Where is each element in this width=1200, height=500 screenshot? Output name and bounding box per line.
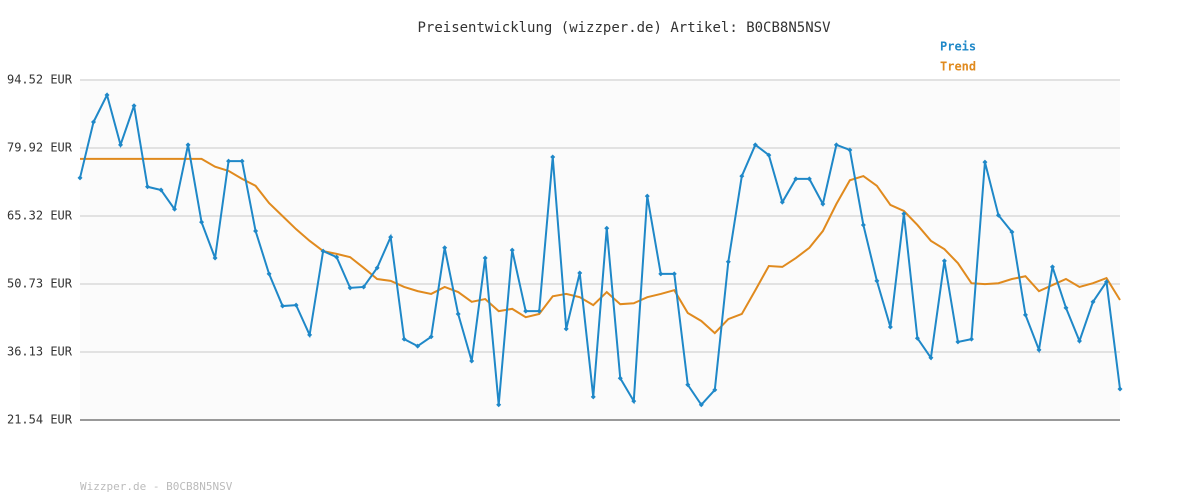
y-tick-label: 50.73 EUR <box>7 277 73 291</box>
marker <box>941 258 947 264</box>
marker <box>253 228 259 234</box>
marker <box>995 212 1001 218</box>
marker <box>1076 338 1082 344</box>
marker <box>374 265 380 271</box>
marker <box>617 375 623 381</box>
y-tick-label: 79.92 EUR <box>7 141 73 155</box>
marker <box>914 335 920 341</box>
marker <box>901 211 907 217</box>
line-0 <box>79 92 1121 407</box>
marker <box>712 387 718 393</box>
marker <box>77 175 83 181</box>
y-tick-label: 65.32 EUR <box>7 209 73 223</box>
marker <box>523 308 529 314</box>
marker <box>604 225 610 231</box>
marker <box>698 402 704 408</box>
line-1 <box>80 157 1121 335</box>
chart-title: Preisentwicklung (wizzper.de) Artikel: B… <box>417 20 831 36</box>
marker <box>442 245 448 251</box>
marker <box>266 271 272 277</box>
y-tick-label: 36.13 EUR <box>7 345 73 359</box>
marker <box>91 119 97 125</box>
marker <box>766 152 772 158</box>
marker <box>131 103 137 109</box>
marker <box>482 255 488 261</box>
marker <box>833 142 839 148</box>
marker <box>590 394 596 400</box>
marker <box>752 142 758 148</box>
plot-area <box>80 80 1120 420</box>
marker <box>361 284 367 290</box>
marker <box>1090 299 1096 305</box>
marker <box>563 326 569 332</box>
marker <box>239 158 245 164</box>
marker <box>1117 386 1123 392</box>
marker <box>982 159 988 165</box>
marker <box>212 255 218 261</box>
marker <box>1009 229 1015 235</box>
legend-entry: Preis <box>940 40 976 54</box>
marker <box>820 201 826 207</box>
marker <box>550 154 556 160</box>
marker <box>1063 305 1069 311</box>
marker <box>806 176 812 182</box>
marker <box>415 343 421 349</box>
marker <box>955 339 961 345</box>
marker <box>739 173 745 179</box>
marker <box>536 308 542 314</box>
marker <box>280 303 286 309</box>
marker <box>145 184 151 190</box>
marker <box>577 270 583 276</box>
marker <box>1022 312 1028 318</box>
marker <box>644 193 650 199</box>
marker <box>401 336 407 342</box>
marker <box>172 206 178 212</box>
marker <box>199 219 205 225</box>
marker <box>887 324 893 330</box>
marker <box>347 285 353 291</box>
marker <box>725 259 731 265</box>
marker <box>779 199 785 205</box>
marker <box>455 311 461 317</box>
marker <box>631 398 637 404</box>
marker <box>509 247 515 253</box>
marker <box>226 158 232 164</box>
marker <box>428 334 434 340</box>
marker <box>928 355 934 361</box>
marker <box>104 92 110 98</box>
y-tick-label: 94.52 EUR <box>7 73 73 87</box>
marker <box>469 358 475 364</box>
marker <box>874 278 880 284</box>
marker <box>388 234 394 240</box>
y-tick-label: 21.54 EUR <box>7 413 73 427</box>
marker <box>860 222 866 228</box>
legend-entry: Trend <box>940 60 976 74</box>
marker <box>496 402 502 408</box>
marker <box>158 187 164 193</box>
marker <box>118 142 124 148</box>
marker <box>293 302 299 308</box>
marker <box>320 248 326 254</box>
marker <box>685 382 691 388</box>
marker <box>658 271 664 277</box>
marker <box>847 147 853 153</box>
marker <box>334 254 340 260</box>
marker <box>1049 264 1055 270</box>
marker <box>307 332 313 338</box>
marker <box>1103 279 1109 285</box>
marker <box>185 142 191 148</box>
marker <box>1036 347 1042 353</box>
marker <box>671 271 677 277</box>
footer: Wizzper.de - B0CB8N5NSV <box>80 480 233 493</box>
marker <box>793 176 799 182</box>
marker <box>968 336 974 342</box>
